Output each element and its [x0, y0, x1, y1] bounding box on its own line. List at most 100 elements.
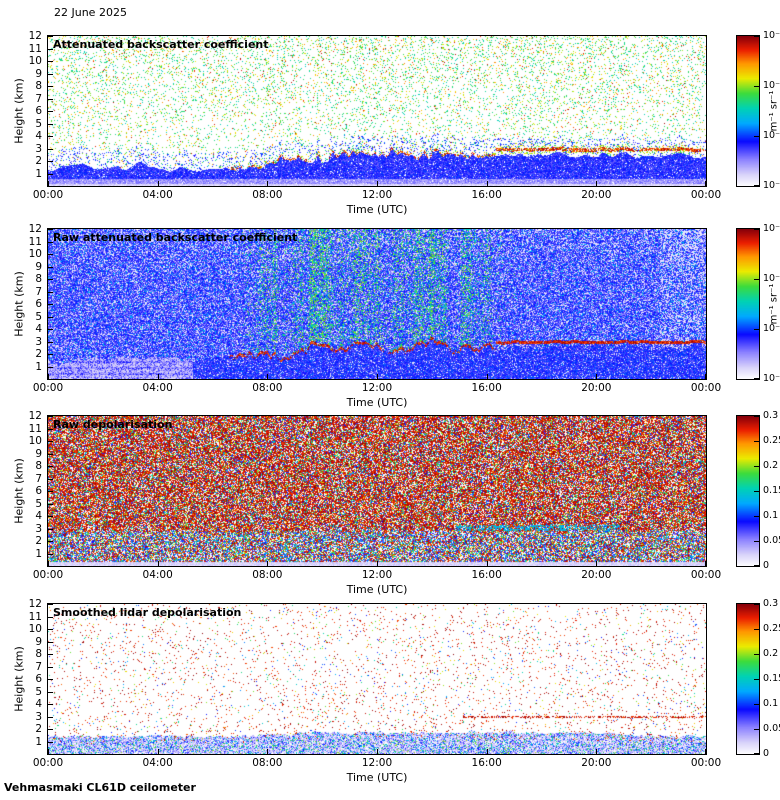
- colorbar-tick-label: 0.3: [763, 410, 779, 421]
- y-tick-mark: [48, 704, 53, 705]
- y-tick-mark: [48, 553, 53, 555]
- x-tick-label: 16:00: [471, 569, 502, 581]
- y-tick-mark: [48, 629, 53, 630]
- x-tick-label: 16:00: [471, 382, 502, 394]
- colorbar: [736, 228, 760, 380]
- y-tick-label: 5: [35, 497, 42, 510]
- y-tick-label: 6: [35, 673, 42, 685]
- y-tick-label: 2: [35, 723, 42, 735]
- y-tick-mark: [48, 604, 53, 605]
- y-tick-label: 8: [35, 273, 42, 285]
- panel-raw-depolarisation: Height (km) Raw depolarisation Time (UTC…: [0, 410, 780, 605]
- x-axis-label: Time (UTC): [346, 771, 408, 784]
- colorbar-tick-mark: [754, 416, 759, 417]
- colorbar-tick-mark: [754, 654, 759, 655]
- y-tick-mark: [48, 491, 53, 492]
- y-tick-label: 12: [28, 410, 42, 422]
- y-tick-mark: [48, 241, 53, 243]
- colorbar: [736, 35, 760, 187]
- heatmap-plot-attenuated-backscatter: Attenuated backscatter coefficient: [47, 35, 707, 187]
- x-tick-label: 04:00: [142, 382, 173, 394]
- x-tick-mark: [596, 561, 598, 566]
- y-tick-mark: [48, 36, 53, 37]
- colorbar-tick-label: 10⁻⁶: [763, 323, 780, 334]
- colorbar: [736, 603, 760, 755]
- y-tick-mark: [48, 716, 53, 718]
- colorbar-gradient: [737, 229, 759, 379]
- y-tick-label: 7: [35, 92, 42, 105]
- heatmap-canvas: [48, 36, 706, 186]
- date-label: 22 June 2025: [54, 6, 127, 19]
- y-tick-label: 4: [35, 698, 42, 710]
- y-tick-label: 7: [35, 285, 42, 298]
- y-tick-label: 9: [35, 67, 42, 80]
- y-tick-label: 11: [28, 235, 42, 248]
- y-tick-mark: [48, 416, 53, 417]
- x-tick-label: 04:00: [142, 757, 173, 769]
- colorbar-tick-label: 10⁻⁷: [763, 180, 780, 191]
- y-tick-label: 12: [28, 598, 42, 610]
- colorbar-tick-mark: [754, 704, 759, 705]
- y-tick-mark: [48, 453, 53, 455]
- x-tick-mark: [48, 181, 49, 186]
- x-tick-label: 00:00: [32, 569, 64, 581]
- y-tick-label: 1: [35, 735, 42, 748]
- y-tick-mark: [48, 354, 53, 355]
- y-tick-label: 10: [28, 435, 42, 447]
- y-tick-label: 6: [35, 298, 42, 310]
- y-tick-label: 10: [28, 623, 42, 635]
- y-tick-label: 6: [35, 105, 42, 117]
- x-tick-mark: [377, 749, 378, 754]
- colorbar-tick-label: 10⁻⁶: [763, 130, 780, 141]
- colorbar-unit-label: m⁻¹ sr⁻¹: [768, 90, 780, 132]
- y-tick-label: 3: [35, 142, 42, 155]
- y-tick-mark: [48, 316, 53, 318]
- y-tick-mark: [48, 48, 53, 50]
- x-tick-mark: [486, 181, 488, 186]
- x-tick-label: 20:00: [581, 569, 612, 581]
- x-tick-label: 12:00: [361, 757, 393, 769]
- y-tick-mark: [48, 691, 53, 693]
- panel-smoothed-lidar-depolarisation: Height (km) Smoothed lidar depolarisatio…: [0, 598, 780, 793]
- x-tick-mark: [486, 374, 488, 379]
- colorbar-unit-label: m⁻¹ sr⁻¹: [768, 283, 780, 325]
- x-tick-mark: [48, 749, 49, 754]
- y-tick-mark: [48, 541, 53, 542]
- x-tick-mark: [267, 749, 269, 754]
- colorbar-tick-label: 0.3: [763, 598, 779, 609]
- y-tick-mark: [48, 279, 53, 280]
- colorbar-tick-label: 0: [763, 748, 770, 759]
- colorbar-tick-mark: [754, 516, 759, 517]
- y-tick-label: 5: [35, 685, 42, 698]
- panel-title: Smoothed lidar depolarisation: [53, 606, 242, 619]
- colorbar-tick-mark: [754, 629, 759, 630]
- y-tick-label: 3: [35, 710, 42, 723]
- colorbar-tick-mark: [754, 441, 759, 442]
- colorbar: [736, 415, 760, 567]
- x-tick-label: 08:00: [252, 382, 283, 394]
- y-tick-label: 2: [35, 535, 42, 547]
- panel-raw-attenuated-backscatter: Height (km) Raw attenuated backscatter c…: [0, 223, 780, 418]
- y-tick-label: 4: [35, 130, 42, 142]
- y-tick-mark: [48, 503, 53, 505]
- x-tick-label: 00:00: [32, 382, 64, 394]
- x-tick-mark: [48, 561, 49, 566]
- heatmap-canvas: [48, 229, 706, 379]
- colorbar-tick-mark: [754, 729, 759, 730]
- colorbar-tick-mark: [754, 565, 759, 566]
- y-tick-label: 1: [35, 547, 42, 560]
- y-tick-label: 11: [28, 42, 42, 55]
- y-tick-mark: [48, 679, 53, 680]
- y-tick-label: 4: [35, 510, 42, 522]
- y-tick-mark: [48, 641, 53, 643]
- colorbar-tick-label: 10⁻⁵: [763, 80, 780, 91]
- colorbar-tick-mark: [754, 329, 759, 330]
- heatmap-plot-raw-attenuated-backscatter: Raw attenuated backscatter coefficient: [47, 228, 707, 380]
- y-tick-label: 2: [35, 348, 42, 360]
- y-tick-label: 10: [28, 55, 42, 67]
- x-tick-mark: [48, 374, 49, 379]
- y-tick-label: 8: [35, 80, 42, 92]
- x-tick-mark: [486, 561, 488, 566]
- colorbar-tick-label: 0.1: [763, 510, 779, 521]
- x-tick-mark: [705, 561, 706, 566]
